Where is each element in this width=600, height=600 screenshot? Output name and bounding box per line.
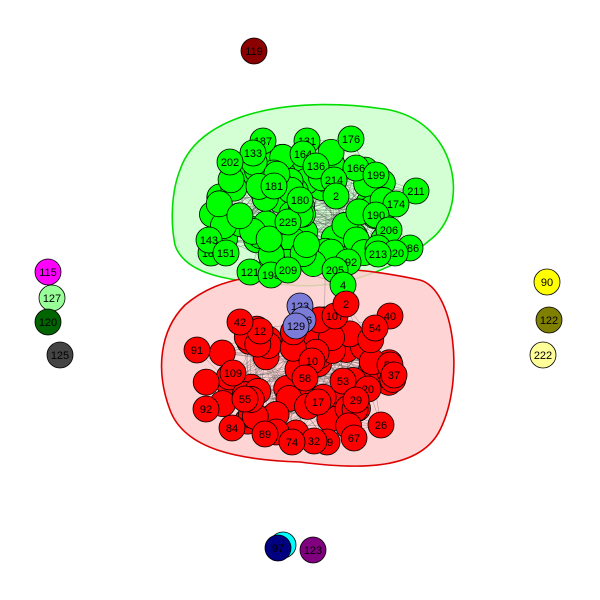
red-node-2-circle — [332, 290, 360, 318]
isolate-node-115[interactable]: 115 — [34, 258, 62, 286]
blue-node-129-circle — [282, 312, 310, 340]
isolate-node-119-circle — [240, 37, 268, 65]
green-node-151-circle — [212, 239, 240, 267]
red-node-109[interactable]: 109 — [219, 359, 247, 387]
green-node-211-circle — [402, 177, 430, 205]
green-node-181[interactable]: 181 — [260, 172, 288, 200]
isolate-node-115-circle — [34, 258, 62, 286]
red-node-29-circle — [342, 386, 370, 414]
isolate-node-119[interactable]: 119 — [240, 37, 268, 65]
green-node-180[interactable]: 180 — [286, 186, 314, 214]
isolate-node-97-circle — [264, 534, 292, 562]
green-cluster-node[interactable] — [226, 202, 254, 230]
isolate-node-90[interactable]: 90 — [533, 268, 561, 296]
red-node-37[interactable]: 37 — [380, 361, 408, 389]
red-node-89-circle — [251, 420, 279, 448]
green-node-133[interactable]: 133 — [239, 139, 267, 167]
green-node-2[interactable]: 2 — [322, 182, 350, 210]
red-node-26[interactable]: 26 — [367, 411, 395, 439]
red-cluster-node[interactable] — [192, 368, 220, 396]
red-node-54-circle — [361, 314, 389, 342]
isolate-node-127-circle — [38, 284, 66, 312]
green-node-180-circle — [286, 186, 314, 214]
red-node-67[interactable]: 67 — [340, 424, 368, 452]
green-node-209-circle — [274, 256, 302, 284]
isolate-node-222-circle — [529, 341, 557, 369]
green-node-199-circle — [362, 161, 390, 189]
green-node-213[interactable]: 213 — [364, 240, 392, 268]
isolate-node-97[interactable]: 97 — [264, 534, 292, 562]
red-node-26-circle — [367, 411, 395, 439]
isolate-node-127[interactable]: 127 — [38, 284, 66, 312]
green-cluster-node-circle — [255, 225, 283, 253]
green-node-225-circle — [274, 208, 302, 236]
isolate-node-123[interactable]: 123 — [299, 536, 327, 564]
red-node-55-circle — [231, 385, 259, 413]
green-cluster-node-circle — [293, 231, 320, 258]
red-node-91[interactable]: 91 — [183, 336, 211, 364]
red-node-91-circle — [183, 336, 211, 364]
red-node-37-circle — [380, 361, 408, 389]
red-node-17[interactable]: 17 — [304, 388, 332, 416]
red-node-58[interactable]: 58 — [291, 364, 319, 392]
red-node-29[interactable]: 29 — [342, 386, 370, 414]
isolate-node-222[interactable]: 222 — [529, 341, 557, 369]
green-node-181-circle — [260, 172, 288, 200]
green-node-199[interactable]: 199 — [362, 161, 390, 189]
green-node-202[interactable]: 202 — [216, 148, 244, 176]
red-node-58-circle — [291, 364, 319, 392]
green-node-136-circle — [302, 152, 330, 180]
red-node-42[interactable]: 42 — [226, 308, 254, 336]
red-node-92-circle — [192, 395, 220, 423]
red-node-53-circle — [329, 367, 357, 395]
red-node-84[interactable]: 84 — [218, 414, 246, 442]
blue-node-129[interactable]: 129 — [282, 312, 310, 340]
green-node-213-circle — [364, 240, 392, 268]
isolate-node-120-circle — [34, 308, 62, 336]
red-node-84-circle — [218, 414, 246, 442]
green-node-202-circle — [216, 148, 244, 176]
red-node-109-circle — [219, 359, 247, 387]
red-node-92[interactable]: 92 — [192, 395, 220, 423]
green-node-133-circle — [239, 139, 267, 167]
red-node-17-circle — [304, 388, 332, 416]
green-node-151[interactable]: 151 — [212, 239, 240, 267]
isolate-node-120[interactable]: 120 — [34, 308, 62, 336]
red-node-74-circle — [278, 428, 306, 456]
green-cluster-node-circle — [226, 202, 254, 230]
green-node-209[interactable]: 209 — [274, 256, 302, 284]
green-node-176[interactable]: 176 — [337, 125, 365, 153]
green-node-2-circle — [322, 182, 350, 210]
green-cluster-node[interactable] — [255, 225, 283, 253]
green-node-176-circle — [337, 125, 365, 153]
red-node-89[interactable]: 89 — [251, 420, 279, 448]
green-cluster-node-circle — [205, 190, 233, 218]
isolate-node-123-circle — [299, 536, 327, 564]
red-node-2[interactable]: 2 — [332, 290, 360, 318]
isolate-node-122[interactable]: 122 — [535, 306, 563, 334]
isolate-node-125-circle — [46, 341, 74, 369]
red-node-54[interactable]: 54 — [361, 314, 389, 342]
isolate-node-90-circle — [533, 268, 561, 296]
red-node-42-circle — [226, 308, 254, 336]
isolate-node-122-circle — [535, 306, 563, 334]
red-node-74[interactable]: 74 — [278, 428, 306, 456]
red-cluster-node-circle — [192, 368, 220, 396]
green-cluster-node[interactable] — [293, 231, 320, 258]
isolate-node-125[interactable]: 125 — [46, 341, 74, 369]
red-node-55[interactable]: 55 — [231, 385, 259, 413]
green-cluster-node[interactable] — [205, 190, 233, 218]
red-node-67-circle — [340, 424, 368, 452]
